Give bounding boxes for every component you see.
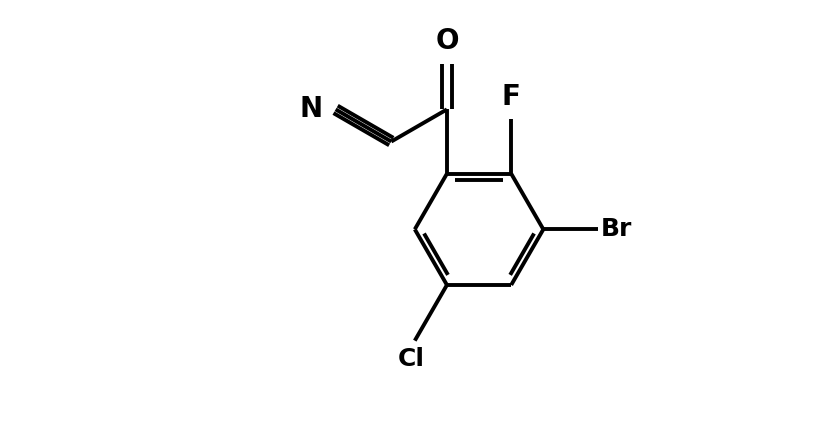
Text: Br: Br: [601, 217, 632, 241]
Text: N: N: [299, 95, 322, 123]
Text: Cl: Cl: [398, 347, 425, 371]
Text: F: F: [501, 83, 520, 111]
Text: O: O: [435, 27, 459, 54]
